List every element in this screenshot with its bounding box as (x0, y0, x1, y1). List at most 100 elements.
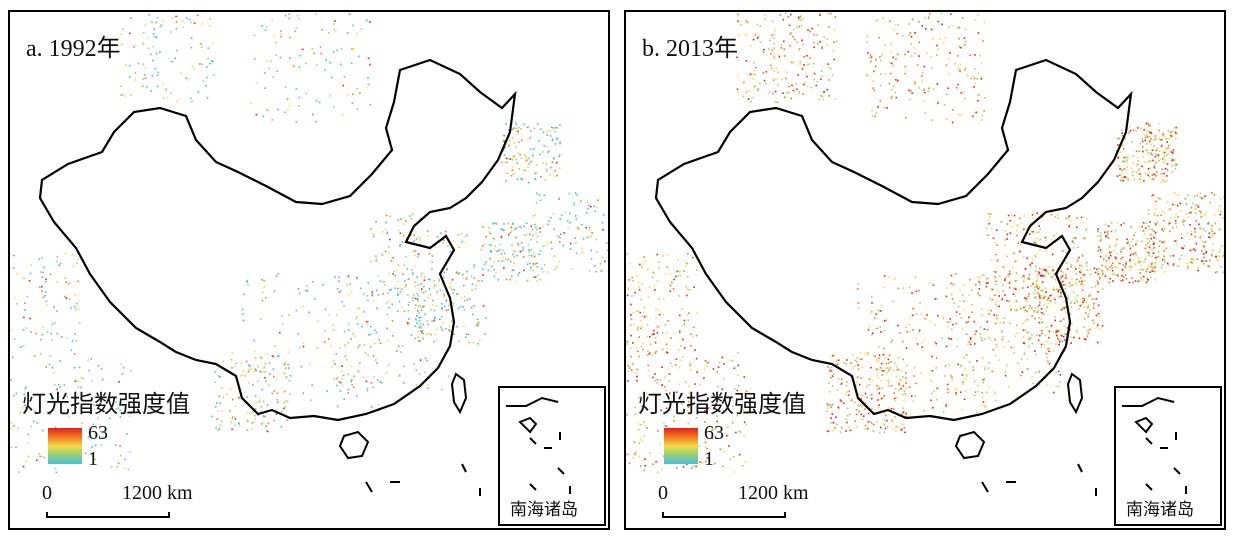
light-dot (939, 38, 941, 40)
light-dot (371, 406, 373, 408)
light-dot (836, 363, 838, 366)
light-dot (1137, 262, 1140, 265)
light-dot (756, 23, 759, 26)
light-dot (628, 462, 631, 465)
light-dot (1002, 284, 1004, 287)
light-dot (498, 248, 501, 251)
light-dot (476, 318, 479, 320)
light-dot (936, 398, 938, 401)
light-dot (1145, 281, 1148, 284)
light-dot (1153, 214, 1156, 216)
light-dot (742, 409, 745, 412)
light-dot (1138, 178, 1141, 180)
light-dot (191, 100, 193, 103)
light-dot (1163, 271, 1166, 273)
light-dot (943, 375, 946, 377)
light-dot (271, 19, 273, 22)
light-dot (1105, 235, 1108, 238)
light-dot (1059, 293, 1062, 295)
light-dot (965, 67, 967, 69)
light-dot (1043, 304, 1046, 306)
light-dot (662, 255, 664, 257)
light-dot (952, 109, 954, 111)
light-dot (366, 388, 369, 390)
scale-bar-max: 1200 km (122, 482, 193, 504)
light-dot (555, 161, 558, 164)
light-dot (581, 223, 583, 226)
light-dot (937, 100, 940, 103)
light-dot (209, 62, 211, 65)
light-dot (528, 251, 531, 253)
light-dot (580, 200, 582, 202)
light-dot (693, 326, 695, 329)
light-dot (995, 280, 997, 282)
light-dot (546, 130, 549, 133)
light-dot (288, 367, 290, 369)
light-dot (602, 229, 604, 231)
light-dot (896, 369, 899, 371)
light-dot (1161, 264, 1164, 266)
light-dot (1044, 295, 1047, 298)
light-dot (935, 357, 938, 359)
light-dot (280, 35, 282, 38)
light-dot (885, 362, 888, 365)
light-dot (536, 228, 538, 231)
light-dot (658, 297, 661, 300)
light-dot (526, 263, 529, 266)
light-dot (913, 375, 915, 377)
light-dot (968, 294, 970, 297)
light-dot (1204, 195, 1207, 197)
light-dot (492, 223, 494, 225)
light-dot (1039, 238, 1042, 241)
light-dot (559, 142, 561, 145)
light-dot (571, 267, 574, 270)
light-dot (206, 76, 208, 79)
light-dot (950, 338, 952, 340)
light-dot (673, 278, 675, 281)
light-dot (833, 41, 835, 44)
light-dot (901, 423, 904, 425)
light-dot (70, 307, 72, 309)
light-dot (634, 291, 636, 294)
light-dot (993, 314, 995, 316)
light-dot (346, 284, 349, 286)
light-dot (1111, 262, 1114, 264)
light-dot (405, 255, 407, 258)
light-dot (280, 426, 283, 428)
light-dot (798, 92, 800, 94)
light-dot (115, 408, 118, 410)
light-dot (790, 13, 792, 16)
light-dot (946, 325, 949, 328)
light-dot (1084, 338, 1087, 341)
light-dot (1001, 298, 1003, 301)
light-dot (1152, 235, 1155, 237)
light-dot (302, 392, 304, 395)
light-dot (1153, 164, 1156, 167)
light-dot (1160, 172, 1163, 175)
light-dot (687, 423, 689, 425)
light-dot (899, 332, 901, 334)
light-dot (1160, 139, 1163, 141)
light-dot (845, 385, 848, 387)
light-dot (1048, 336, 1050, 339)
light-dot (536, 266, 539, 268)
light-dot (1043, 344, 1046, 346)
light-dot (20, 407, 23, 409)
light-dot (538, 253, 540, 256)
light-dot (144, 74, 146, 76)
light-dot (515, 122, 517, 125)
light-dot (287, 351, 290, 353)
light-dot (516, 131, 518, 133)
light-dot (956, 55, 959, 57)
light-dot (1159, 138, 1162, 141)
light-dot (688, 392, 690, 394)
light-dot (549, 129, 551, 132)
light-dot (914, 395, 917, 398)
light-dot (1097, 282, 1100, 285)
light-dot (544, 264, 546, 266)
light-dot (1024, 342, 1026, 345)
light-dot (850, 362, 852, 364)
light-dot (1146, 135, 1149, 137)
light-dot (495, 272, 497, 274)
light-dot (529, 137, 532, 139)
